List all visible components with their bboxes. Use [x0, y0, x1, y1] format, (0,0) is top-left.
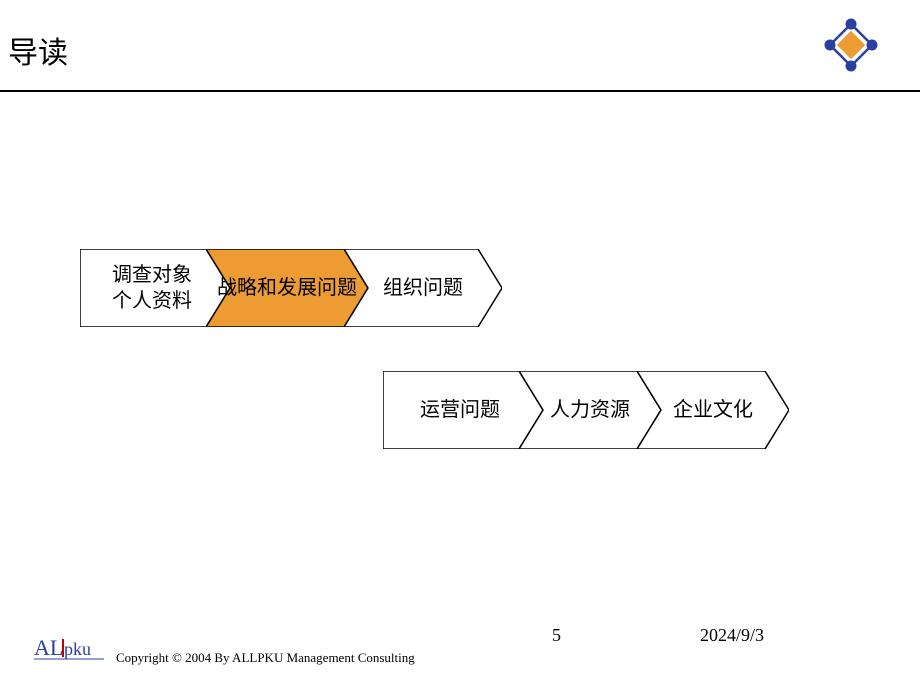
- svg-text:AL: AL: [34, 635, 63, 660]
- slide-header: 导读: [0, 0, 920, 92]
- chevron-label: 运营问题: [420, 397, 506, 423]
- chevron-label: 调查对象 个人资料: [112, 262, 198, 314]
- slide-footer: AL pku Copyright © 2004 By ALLPKU Manage…: [0, 628, 920, 668]
- chevron-label: 战略和发展问题: [211, 275, 363, 301]
- chevron-label: 企业文化: [667, 397, 759, 423]
- page-number: 5: [552, 625, 561, 646]
- chevron-row: 调查对象 个人资料战略和发展问题组织问题: [80, 249, 502, 327]
- page-title: 导读: [8, 28, 68, 72]
- chevron-label: 组织问题: [377, 275, 469, 301]
- chevron-step: 组织问题: [344, 249, 502, 327]
- corner-logo-icon: [824, 18, 878, 72]
- slide-date: 2024/9/3: [700, 625, 764, 646]
- chevron-row: 运营问题 人力资源 企业文化: [383, 371, 789, 449]
- svg-text:pku: pku: [64, 639, 91, 659]
- footer-logo-icon: AL pku: [34, 633, 114, 668]
- chevron-step: 企业文化: [637, 371, 789, 449]
- chevron-label: 人力资源: [544, 397, 636, 423]
- copyright-text: Copyright © 2004 By ALLPKU Management Co…: [116, 650, 415, 666]
